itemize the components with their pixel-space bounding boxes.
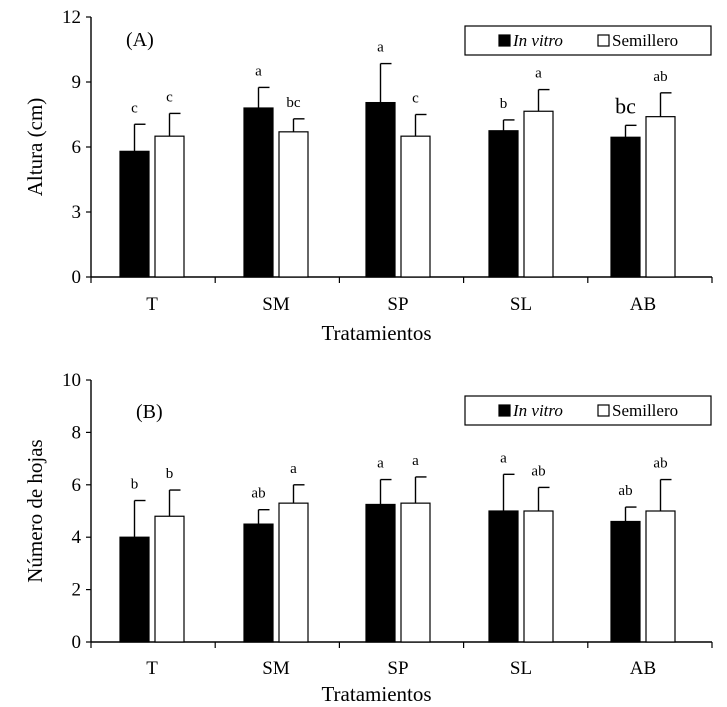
- significance-label: a: [535, 66, 542, 82]
- legend-label-in-vitro: In vitro: [512, 401, 563, 420]
- legend-swatch-semillero: [597, 404, 610, 417]
- legend-swatch-in-vitro: [498, 34, 511, 47]
- x-tick-label-t: T: [146, 658, 158, 679]
- x-tick-label-sl: SL: [510, 294, 532, 315]
- x-tick-label-sl: SL: [510, 658, 532, 679]
- y-tick-label: 6: [72, 137, 82, 158]
- panel-label-b: (B): [136, 401, 163, 423]
- legend-swatch-semillero: [597, 34, 610, 47]
- legend: In vitro Semillero: [464, 395, 712, 426]
- significance-label: a: [500, 450, 507, 466]
- bar-in-vitro-sp: [365, 503, 396, 643]
- legend-label-semillero: Semillero: [612, 401, 678, 420]
- bar-semillero-sp: [400, 502, 431, 643]
- bar-in-vitro-sl: [488, 510, 519, 643]
- significance-label: a: [290, 461, 297, 477]
- bar-semillero-sm: [278, 131, 309, 278]
- bar-in-vitro-t: [119, 536, 150, 643]
- significance-label: a: [255, 63, 262, 79]
- significance-label: bc: [286, 95, 301, 111]
- bar-in-vitro-sm: [243, 523, 274, 643]
- significance-label: c: [412, 91, 419, 107]
- x-tick-label-sp: SP: [387, 294, 408, 315]
- bar-in-vitro-ab: [610, 136, 641, 278]
- y-tick-label: 3: [72, 202, 82, 223]
- y-axis-title: Altura (cm): [23, 98, 47, 197]
- y-tick-label: 0: [72, 267, 82, 288]
- significance-label: ab: [618, 483, 632, 499]
- bar-in-vitro-sm: [243, 107, 274, 278]
- significance-label: b: [166, 466, 174, 482]
- bar-in-vitro-sp: [365, 101, 396, 278]
- y-tick-label: 6: [72, 475, 82, 496]
- x-tick-label-sm: SM: [262, 658, 290, 679]
- y-tick-label: 4: [72, 527, 82, 548]
- significance-label: b: [500, 96, 508, 112]
- x-axis-title: Tratamientos: [321, 682, 431, 706]
- significance-label: ab: [531, 463, 545, 479]
- bar-semillero-sm: [278, 502, 309, 643]
- bar-semillero-sp: [400, 135, 431, 278]
- x-axis-title: Tratamientos: [321, 321, 431, 345]
- bar-semillero-ab: [645, 116, 676, 278]
- y-tick-label: 0: [72, 632, 82, 653]
- x-tick-label-sm: SM: [262, 294, 290, 315]
- bar-in-vitro-sl: [488, 130, 519, 278]
- y-tick-label: 12: [62, 7, 81, 28]
- significance-label: a: [412, 453, 419, 469]
- significance-label: ab: [251, 486, 265, 502]
- significance-label: a: [377, 40, 384, 56]
- x-tick-label-sp: SP: [387, 658, 408, 679]
- chart-panel-b: 0 2 4 6 8 10 T SM SP SL AB Tratamientos Número de ho…: [23, 370, 713, 706]
- y-tick-label: 9: [72, 72, 82, 93]
- chart-panel-a: 0 3 6 9 12 T SM SP SL AB Tratamientos Altura (cm) (A…: [23, 7, 713, 345]
- bar-semillero-t: [154, 515, 185, 643]
- bar-semillero-sl: [523, 510, 554, 643]
- legend-label-in-vitro: In vitro: [512, 31, 563, 50]
- y-tick-label: 2: [72, 580, 82, 601]
- significance-label: b: [131, 477, 139, 493]
- bar-in-vitro-t: [119, 150, 150, 278]
- significance-label: ab: [653, 456, 667, 472]
- legend: In vitro Semillero: [464, 25, 712, 56]
- y-tick-label: 8: [72, 422, 82, 443]
- bar-semillero-sl: [523, 110, 554, 278]
- bar-semillero-t: [154, 135, 185, 278]
- significance-label: a: [377, 456, 384, 472]
- bar-in-vitro-ab: [610, 520, 641, 643]
- legend-swatch-in-vitro: [498, 404, 511, 417]
- significance-label: c: [166, 89, 173, 105]
- significance-label: ab: [653, 69, 667, 85]
- panel-label-a: (A): [126, 29, 154, 51]
- bar-semillero-ab: [645, 510, 676, 643]
- y-axis-title: Número de hojas: [23, 439, 47, 582]
- significance-label: c: [131, 100, 138, 116]
- x-tick-label-ab: AB: [630, 294, 656, 315]
- x-tick-label-t: T: [146, 294, 158, 315]
- significance-label: bc: [615, 93, 636, 118]
- x-tick-label-ab: AB: [630, 658, 656, 679]
- y-tick-label: 10: [62, 370, 81, 391]
- legend-label-semillero: Semillero: [612, 31, 678, 50]
